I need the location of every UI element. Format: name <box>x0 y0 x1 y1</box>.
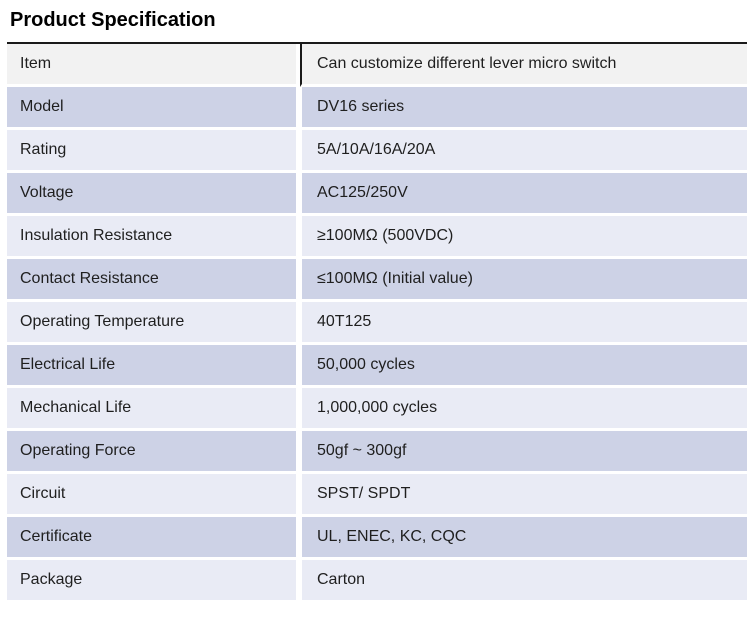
spec-label-cell: Package <box>7 560 300 603</box>
table-row: Operating Temperature 40T125 <box>7 302 747 345</box>
spec-label-cell: Electrical Life <box>7 345 300 388</box>
spec-label-cell: Circuit <box>7 474 300 517</box>
table-row: Circuit SPST/ SPDT <box>7 474 747 517</box>
table-row: Package Carton <box>7 560 747 603</box>
spec-value-cell: UL, ENEC, KC, CQC <box>300 517 747 560</box>
spec-value-cell: 40T125 <box>300 302 747 345</box>
spec-label-cell: Mechanical Life <box>7 388 300 431</box>
table-row: Operating Force 50gf ~ 300gf <box>7 431 747 474</box>
table-row: Contact Resistance ≤100MΩ (Initial value… <box>7 259 747 302</box>
spec-label-cell: Model <box>7 87 300 130</box>
table-row: Certificate UL, ENEC, KC, CQC <box>7 517 747 560</box>
table-row: Voltage AC125/250V <box>7 173 747 216</box>
table-row: Rating 5A/10A/16A/20A <box>7 130 747 173</box>
spec-label-cell: Contact Resistance <box>7 259 300 302</box>
spec-value-cell: AC125/250V <box>300 173 747 216</box>
spec-label-cell: Voltage <box>7 173 300 216</box>
spec-table: Item Can customize different lever micro… <box>7 42 747 603</box>
spec-label-cell: Insulation Resistance <box>7 216 300 259</box>
spec-table-body: Item Can customize different lever micro… <box>7 44 747 603</box>
spec-value-cell: 5A/10A/16A/20A <box>300 130 747 173</box>
spec-value-cell: 50gf ~ 300gf <box>300 431 747 474</box>
spec-value-cell: ≤100MΩ (Initial value) <box>300 259 747 302</box>
table-row: Item Can customize different lever micro… <box>7 44 747 87</box>
spec-label-cell: Certificate <box>7 517 300 560</box>
spec-value-cell: ≥100MΩ (500VDC) <box>300 216 747 259</box>
spec-label-cell: Rating <box>7 130 300 173</box>
spec-value-cell: Carton <box>300 560 747 603</box>
page-title: Product Specification <box>10 9 216 31</box>
table-row: Insulation Resistance ≥100MΩ (500VDC) <box>7 216 747 259</box>
spec-label-cell: Operating Force <box>7 431 300 474</box>
spec-value-cell: SPST/ SPDT <box>300 474 747 517</box>
spec-value-cell: 50,000 cycles <box>300 345 747 388</box>
table-row: Mechanical Life 1,000,000 cycles <box>7 388 747 431</box>
table-row: Model DV16 series <box>7 87 747 130</box>
spec-value-cell: Can customize different lever micro swit… <box>300 44 747 87</box>
spec-label-cell: Item <box>7 44 300 87</box>
table-row: Electrical Life 50,000 cycles <box>7 345 747 388</box>
spec-label-cell: Operating Temperature <box>7 302 300 345</box>
spec-value-cell: DV16 series <box>300 87 747 130</box>
spec-value-cell: 1,000,000 cycles <box>300 388 747 431</box>
